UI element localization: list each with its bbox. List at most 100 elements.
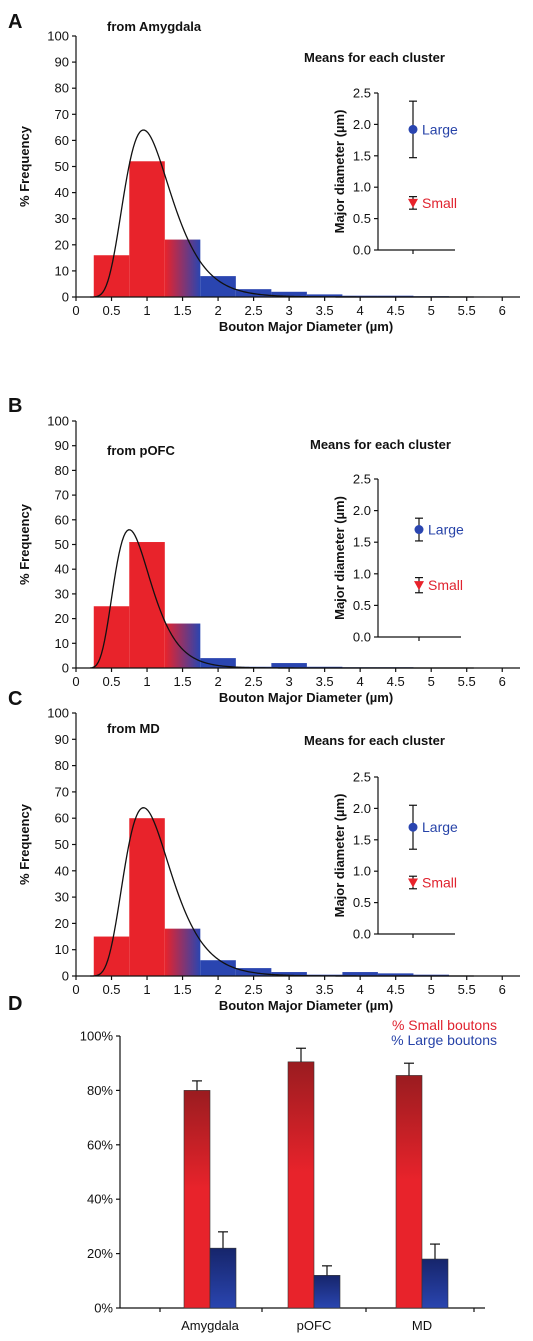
x-tick-label: 2.5 [245, 674, 263, 689]
y-tick-label: 60 [55, 512, 69, 527]
x-tick-label: 3 [286, 674, 293, 689]
y-axis-title: % Frequency [17, 503, 32, 585]
y-tick-label: 40 [55, 863, 69, 878]
inset-y-tick-label: 0.0 [353, 927, 371, 942]
x-tick-label: 0.5 [102, 303, 120, 318]
y-tick-label: 0 [62, 969, 69, 984]
histogram-bar [200, 658, 236, 668]
inset-mean-point [408, 124, 418, 134]
histogram-bar [271, 972, 307, 976]
y-tick-label: 20 [55, 916, 69, 931]
histogram-bar [200, 960, 236, 976]
y-tick-label: 20 [55, 237, 69, 252]
inset-y-tick-label: 1.5 [353, 832, 371, 847]
x-tick-label: 5 [428, 303, 435, 318]
y-tick-label: 100 [47, 706, 69, 721]
panel-letter: A [8, 11, 22, 33]
x-tick-label: 0 [72, 303, 79, 318]
y-tick-label: 50 [55, 159, 69, 174]
inset-y-tick-label: 0.0 [353, 630, 371, 645]
histogram-bar [164, 623, 201, 668]
bar-large-boutons [313, 1275, 341, 1309]
inset-means-chart: Means for each cluster 0.0 0.5 1.0 1.5 2.0 2.5… [304, 50, 458, 258]
inset-point-label: Large [428, 522, 464, 538]
y-tick-label: 60 [55, 811, 69, 826]
x-tick-label: 6 [499, 982, 506, 997]
inset-y-tick-label: 1.0 [353, 566, 371, 581]
inset-y-tick-label: 0.5 [353, 211, 371, 226]
y-tick-label: 0% [94, 1301, 113, 1316]
x-tick-label: 2 [214, 303, 221, 318]
inset-y-tick-label: 1.0 [353, 180, 371, 195]
x-tick-label: 4.5 [387, 674, 405, 689]
inset-y-axis-title: Major diameter (µm) [332, 496, 347, 620]
histogram-bar [164, 239, 201, 297]
inset-y-tick-label: 0.5 [353, 895, 371, 910]
inset-mean-point [414, 525, 424, 535]
x-axis-title: Bouton Major Diameter (µm) [219, 319, 393, 334]
y-tick-label: 100% [80, 1029, 114, 1044]
histogram-bar [93, 936, 130, 976]
inset-means-chart: Means for each cluster 0.0 0.5 1.0 1.5 2.0 2.5… [304, 733, 458, 942]
inset-y-tick-label: 1.5 [353, 535, 371, 550]
y-tick-label: 30 [55, 211, 69, 226]
legend-entry: % Large boutons [391, 1032, 497, 1048]
panel-letter: C [8, 688, 22, 710]
inset-y-tick-label: 2.0 [353, 117, 371, 132]
bar-small-boutons [183, 1090, 211, 1309]
histogram-bar [200, 276, 236, 297]
inset-mean-point [408, 198, 418, 208]
x-tick-label: 1 [143, 674, 150, 689]
histogram-bar [93, 255, 130, 297]
y-tick-label: 0 [62, 661, 69, 676]
x-tick-label: 6 [499, 674, 506, 689]
x-axis-title: Bouton Major Diameter (µm) [219, 998, 393, 1013]
x-category-label: MD [412, 1318, 432, 1333]
y-tick-label: 0 [62, 290, 69, 305]
inset-point-label: Large [422, 819, 458, 835]
x-tick-label: 1 [143, 303, 150, 318]
inset-point-label: Small [428, 577, 463, 593]
x-tick-label: 4.5 [387, 303, 405, 318]
histogram-bar [342, 972, 378, 976]
histogram-bar [413, 974, 449, 976]
y-tick-label: 100 [47, 414, 69, 429]
y-tick-label: 10 [55, 942, 69, 957]
histogram-bar [129, 161, 165, 297]
inset-mean-point [408, 822, 418, 832]
chart-title: from pOFC [107, 443, 175, 458]
x-tick-label: 3.5 [316, 303, 334, 318]
x-tick-label: 4 [357, 303, 364, 318]
x-tick-label: 3 [286, 982, 293, 997]
inset-point-label: Small [422, 875, 457, 891]
y-tick-label: 50 [55, 837, 69, 852]
x-tick-label: 2.5 [245, 303, 263, 318]
inset-y-axis-title: Major diameter (µm) [332, 110, 347, 234]
x-tick-label: 1.5 [174, 303, 192, 318]
chart-title: from Amygdala [107, 19, 202, 34]
y-tick-label: 20 [55, 611, 69, 626]
x-tick-label: 0 [72, 674, 79, 689]
x-category-label: Amygdala [181, 1318, 240, 1333]
y-tick-label: 20% [87, 1246, 113, 1261]
y-tick-label: 30 [55, 586, 69, 601]
y-tick-label: 70 [55, 784, 69, 799]
y-tick-label: 60% [87, 1137, 113, 1152]
x-tick-label: 0.5 [102, 674, 120, 689]
x-tick-label: 2.5 [245, 982, 263, 997]
inset-y-tick-label: 0.0 [353, 243, 371, 258]
histogram-bar [306, 294, 343, 297]
y-tick-label: 90 [55, 438, 69, 453]
inset-y-tick-label: 2.5 [353, 86, 371, 101]
x-tick-label: 3.5 [316, 982, 334, 997]
y-tick-label: 10 [55, 263, 69, 278]
y-tick-label: 60 [55, 133, 69, 148]
bar-large-boutons [209, 1247, 237, 1309]
inset-y-tick-label: 1.5 [353, 148, 371, 163]
inset-title: Means for each cluster [304, 733, 445, 748]
x-tick-label: 0.5 [102, 982, 120, 997]
y-tick-label: 80 [55, 463, 69, 478]
y-axis-title: % Frequency [17, 125, 32, 207]
legend-entry: % Small boutons [392, 1017, 497, 1033]
